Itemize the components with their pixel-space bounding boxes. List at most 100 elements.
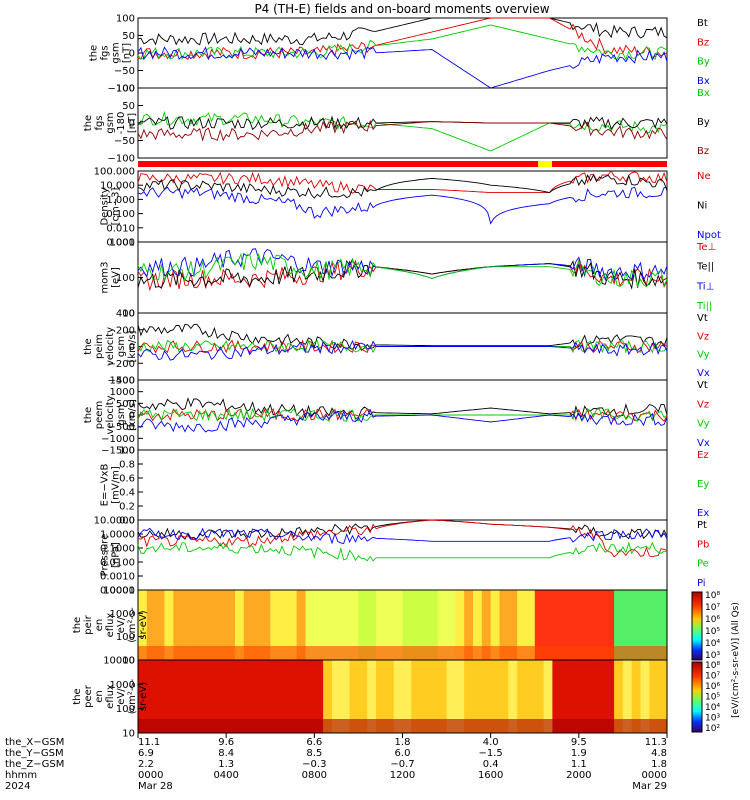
y-axis-label: thepeemvelocitygsm[km/s] — [83, 395, 138, 434]
colorbar-top-tick: 10⁸ — [705, 591, 720, 601]
footer-row-label: the_Z−GSM — [5, 759, 64, 770]
legend-vx: Vx — [697, 368, 710, 379]
spectrogram-column — [164, 590, 174, 660]
spectrogram-column — [640, 590, 650, 660]
spectrogram-column — [473, 590, 483, 660]
spectrogram-column — [455, 660, 465, 733]
y-tick-label: 500 — [116, 399, 135, 410]
panel-fgsm: thefgsgsm-180[nT] 100 50 0 −50 −100 Bx By Bz — [83, 84, 710, 165]
spectrogram-column — [428, 660, 439, 733]
y-axis-label-line: the — [72, 688, 83, 704]
y-axis-label-line: E=−VxB — [100, 464, 111, 507]
spectrogram-column — [358, 660, 368, 733]
y-tick-label: 10 — [122, 309, 135, 320]
spectrogram-column — [561, 590, 571, 660]
legend-pi: Pi — [697, 578, 706, 589]
footer-cell: 8.4 — [218, 748, 234, 759]
spectrogram-column — [332, 590, 342, 660]
colorbar-top-tick: 10⁵ — [705, 627, 720, 637]
spectrogram-column — [367, 660, 377, 733]
spectrogram-column — [173, 660, 183, 733]
y-axis-label-line: -180 — [116, 112, 127, 135]
panels-group: thefgsgsm[nT]100500−50−100BtBzByBxthefgs… — [72, 14, 721, 740]
footer-cell: 1.8 — [651, 759, 667, 770]
legend-pb: Pb — [697, 539, 709, 550]
spectrogram-column — [384, 590, 395, 660]
y-axis-label-line: [km/s] — [127, 399, 138, 431]
spectrogram-column — [376, 590, 386, 660]
series-pb — [137, 519, 668, 558]
footer-cell: 4.8 — [651, 748, 667, 759]
y-axis-label-line: peer — [83, 684, 94, 708]
footer-cell: 1200 — [390, 770, 415, 781]
colorbar-bottom — [691, 661, 703, 733]
spectrogram-column — [384, 660, 395, 733]
status-bar — [138, 161, 667, 167]
spectrogram-column — [226, 590, 236, 660]
footer-cell: Mar 29 — [632, 781, 667, 792]
legend-bx: Bx — [697, 88, 710, 99]
y-tick-label: 200 — [116, 325, 135, 336]
series-by — [137, 115, 668, 131]
y-tick-label: 0.6 — [119, 474, 135, 485]
y-tick-label: 50 — [122, 101, 135, 112]
spectrogram-column — [190, 660, 201, 733]
y-tick-label: −1000 — [101, 434, 135, 445]
spectrogram-column — [314, 590, 324, 660]
series-npot — [137, 186, 668, 225]
spectrogram-column — [508, 590, 518, 660]
y-axis-label-line: gsm — [116, 404, 127, 425]
y-axis-label-line: Pressure — [100, 534, 111, 577]
spectrogram-column — [340, 660, 351, 733]
y-axis-label: thepeerenefluxeV/(cm²-s-sr-eV) — [72, 678, 149, 714]
chart-title: P4 (TH-E) fields and on-board moments ov… — [254, 2, 549, 16]
y-axis-label-line: [nT] — [122, 43, 133, 63]
y-axis-label: thefgsgsm[nT] — [89, 42, 133, 63]
spectrogram-column — [420, 590, 430, 660]
legend-ti: Ti|| — [696, 301, 712, 312]
y-axis-label-line: [km/s] — [127, 330, 138, 362]
panel-temp: mom3[eV] 1000 100 10 Te⊥ Te|| Ti⊥ Ti|| — [100, 238, 717, 320]
panel-pressure: Pressure[nPa] 10.0000 1.0000 0.1000 0.0100 0.… — [94, 516, 710, 597]
footer-cell: 2.2 — [138, 759, 154, 770]
spectrogram-column — [349, 660, 359, 733]
panel-fgs: thefgsgsm[nT] 100 50 0 −50 −100 Bt Bz By Bx — [89, 14, 710, 95]
series-vx — [137, 339, 668, 361]
y-tick-label: −500 — [108, 422, 135, 433]
footer-cell: 4.0 — [483, 737, 499, 748]
y-axis-label-line: [eV] — [111, 267, 122, 288]
spectrogram-column — [649, 590, 659, 660]
series-bz — [137, 119, 668, 142]
panel-density: Density[cm−3] 100.000 10.000 1.000 0.100 0.01… — [94, 167, 721, 249]
spectrogram-column — [561, 660, 571, 733]
spectrogram-column — [499, 660, 509, 733]
spectrogram-column — [446, 660, 456, 733]
colorbar-top — [691, 591, 703, 661]
spectrogram-column — [587, 660, 597, 733]
spectrogram-column — [146, 660, 157, 733]
footer-cell: 9.6 — [218, 737, 234, 748]
spectrogram-column — [270, 590, 280, 660]
y-tick-label: 400 — [116, 309, 135, 320]
spectrogram-column — [649, 660, 659, 733]
y-tick-label: 100 — [116, 704, 135, 715]
colorbar-bottom-tick: 10³ — [705, 714, 720, 724]
spectrogram-column — [393, 590, 404, 660]
spectrogram-column — [279, 660, 289, 733]
spectrogram-column — [658, 590, 668, 660]
y-tick-label: 0.2 — [119, 502, 135, 513]
panel-frame — [137, 449, 668, 521]
panel-efield: E=−VxB[mV/m] 1.0 0.8 0.6 0.4 0.2 0.0 Ez Ey Ex — [100, 446, 710, 527]
y-tick-label: 0.0001 — [100, 586, 135, 597]
y-axis-label-line: the — [72, 617, 83, 633]
panel-peir: thepeirenefluxeV/(cm²-s-sr-eV) 10000 1000 1… — [72, 586, 668, 667]
y-tick-label: 0.1000 — [100, 544, 135, 555]
y-axis-label-line: peem — [94, 401, 105, 429]
spectrogram-column — [587, 590, 597, 660]
panel-peer: thepeerenefluxeV/(cm²-s-sr-eV) 10000 1000 1… — [72, 656, 668, 740]
spectrogram-column — [437, 660, 448, 733]
spectrogram-column — [138, 660, 148, 733]
y-tick-label: 1.0000 — [100, 530, 135, 541]
y-tick-label: 0.8 — [119, 460, 135, 471]
y-tick-label: 0.0100 — [100, 558, 135, 569]
